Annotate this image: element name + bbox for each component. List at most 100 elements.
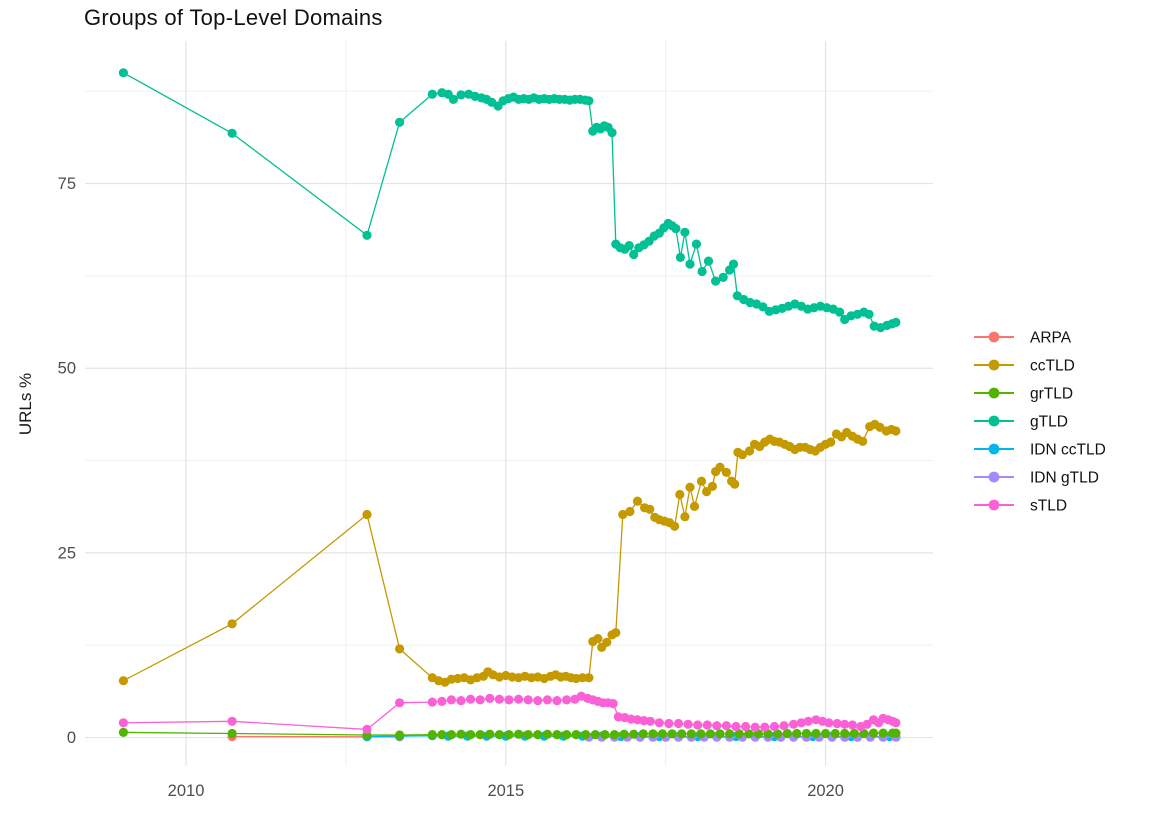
- series-point-grtld: [504, 730, 514, 740]
- series-point-cctld: [611, 628, 621, 638]
- series-point-gtld: [118, 68, 128, 78]
- legend-dot-cctld: [988, 359, 1000, 371]
- series-point-cctld: [362, 509, 372, 520]
- series-point-gtld: [691, 239, 702, 249]
- legend-label-arpa: ARPA: [1030, 329, 1072, 346]
- series-point-stld: [645, 716, 655, 726]
- series-point-grtld: [609, 730, 620, 740]
- series-point-grtld: [801, 728, 812, 739]
- series-point-cctld: [696, 476, 707, 486]
- series-point-grtld: [891, 728, 901, 738]
- legend-label-idn-gtld: IDN gTLD: [1030, 469, 1099, 486]
- series-point-stld: [664, 718, 674, 729]
- series-point-grtld: [840, 728, 850, 739]
- series-point-grtld: [629, 729, 639, 739]
- series-point-stld: [654, 718, 664, 728]
- series-point-stld: [891, 718, 901, 728]
- series-line-gtld: [123, 72, 897, 329]
- series-point-grtld: [118, 727, 128, 738]
- y-tick-label: 75: [58, 175, 76, 193]
- series-point-stld: [427, 697, 437, 707]
- y-tick-label: 0: [67, 729, 76, 747]
- series-point-cctld: [737, 450, 748, 460]
- series-point-grtld: [552, 730, 562, 740]
- chart-title: Groups of Top-Level Domains: [84, 5, 383, 30]
- series-point-cctld: [670, 521, 680, 531]
- series-point-grtld: [523, 730, 533, 740]
- series-point-grtld: [859, 728, 869, 739]
- legend-dot-arpa: [988, 331, 1000, 343]
- series-point-stld: [721, 721, 732, 731]
- series-point-cctld: [118, 676, 128, 686]
- series-point-stld: [683, 719, 693, 729]
- series-point-stld: [760, 722, 770, 732]
- series-point-grtld: [446, 730, 456, 740]
- series-point-stld: [608, 699, 618, 709]
- series-point-gtld: [607, 128, 617, 138]
- series-point-gtld: [227, 128, 237, 138]
- series-point-stld: [542, 695, 553, 705]
- series-point-stld: [552, 696, 562, 706]
- series-point-stld: [789, 719, 799, 729]
- series-point-gtld: [671, 224, 681, 234]
- series-point-gtld: [685, 259, 695, 269]
- series-point-grtld: [437, 730, 447, 740]
- series-point-gtld: [728, 259, 739, 269]
- series-point-gtld: [427, 89, 437, 99]
- legend-dot-idn-cctld: [988, 443, 1000, 455]
- series-point-grtld: [395, 730, 405, 740]
- legend-label-gtld: gTLD: [1030, 413, 1068, 430]
- series-point-grtld: [686, 729, 696, 739]
- series-point-grtld: [878, 728, 888, 738]
- series-point-grtld: [427, 730, 437, 740]
- series-point-gtld: [864, 309, 874, 319]
- series-point-stld: [504, 695, 514, 705]
- series-point-gtld: [758, 302, 768, 312]
- series-point-stld: [673, 718, 684, 729]
- series-point-grtld: [638, 729, 648, 739]
- series-point-grtld: [648, 729, 658, 739]
- series-point-stld: [362, 724, 372, 735]
- series-point-grtld: [773, 729, 783, 739]
- series-point-stld: [227, 716, 237, 726]
- series-point-cctld: [625, 506, 635, 517]
- legend-dot-gtld: [988, 415, 1000, 427]
- series-point-gtld: [456, 90, 466, 100]
- legend-label-cctld: ccTLD: [1030, 357, 1075, 374]
- series-point-stld: [803, 716, 813, 726]
- series-point-stld: [847, 720, 858, 730]
- series-point-grtld: [830, 728, 840, 739]
- series-point-gtld: [584, 96, 594, 106]
- series-point-grtld: [677, 729, 687, 739]
- legend-label-idn-cctld: IDN ccTLD: [1030, 441, 1106, 458]
- series-point-stld: [437, 696, 447, 707]
- legend-dot-idn-gtld: [988, 471, 1000, 483]
- x-tick-label: 2010: [168, 782, 205, 800]
- series-point-cctld: [395, 644, 405, 654]
- series-point-stld: [862, 719, 872, 729]
- series-point-stld: [485, 693, 495, 704]
- series-point-stld: [533, 696, 543, 706]
- series-point-grtld: [821, 728, 831, 739]
- series-point-stld: [395, 698, 405, 708]
- series-point-grtld: [227, 728, 237, 739]
- series-point-grtld: [466, 730, 476, 740]
- series-point-grtld: [590, 730, 600, 740]
- series-point-gtld: [891, 317, 901, 327]
- series-point-gtld: [718, 272, 728, 282]
- series-point-cctld: [744, 446, 755, 456]
- series-point-cctld: [227, 619, 237, 629]
- y-tick-label: 25: [58, 544, 76, 562]
- series-point-grtld: [494, 730, 504, 740]
- series-point-cctld: [826, 437, 836, 447]
- series-point-cctld: [689, 501, 700, 511]
- series-point-stld: [446, 695, 456, 705]
- series-point-stld: [475, 695, 485, 705]
- series-point-cctld: [593, 634, 603, 644]
- series-point-grtld: [792, 728, 802, 739]
- series-point-stld: [769, 721, 780, 732]
- series-point-stld: [840, 719, 850, 729]
- series-point-stld: [796, 718, 806, 728]
- series-point-stld: [523, 695, 533, 705]
